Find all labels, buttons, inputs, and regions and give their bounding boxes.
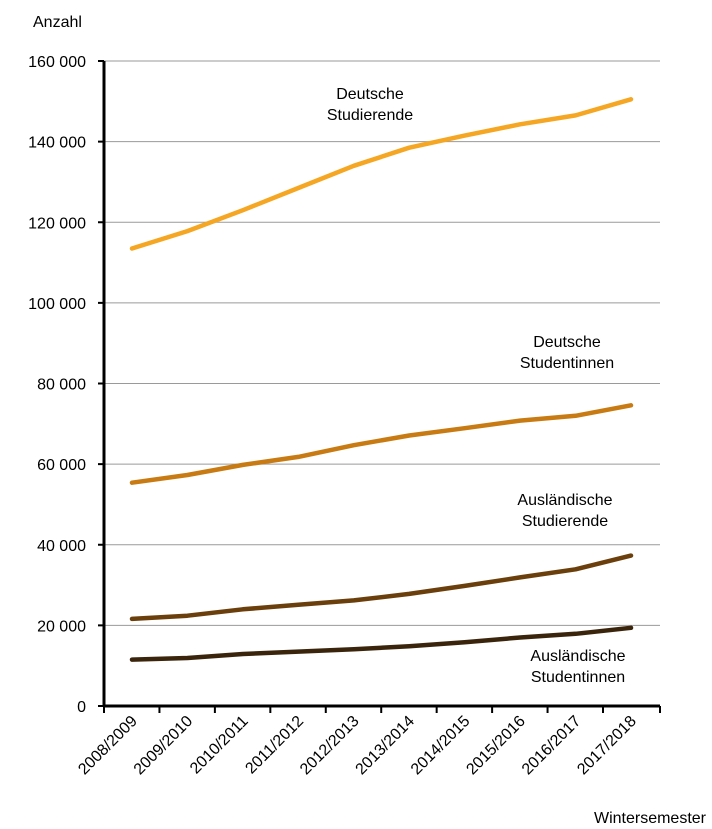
y-tick-label: 100 000: [28, 296, 86, 313]
x-tick-label: 2010/2011: [187, 713, 252, 778]
series-label: Ausländische Studentinnen: [530, 648, 625, 686]
x-tick-label: 2015/2016: [463, 713, 529, 779]
x-tick-label: 2016/2017: [519, 713, 585, 779]
series-label: Ausländische Studierende: [517, 492, 612, 530]
series-line: [129, 625, 634, 662]
series-line: [129, 553, 634, 622]
gridlines: [104, 60, 660, 626]
series-label: Deutsche Studierende: [327, 86, 413, 124]
y-axis-title: Anzahl: [33, 14, 82, 31]
y-tick-label: 80 000: [37, 377, 86, 394]
y-tick-label: 140 000: [28, 135, 86, 152]
x-tick-label: 2017/2018: [574, 713, 640, 779]
series-line: [129, 97, 634, 251]
y-tick-labels: 0 20 000 40 000 60 000 80 000 100 000 120 000 1…: [28, 54, 104, 716]
x-tick-labels: 2008/20092009/20102010/20112011/20122012…: [75, 706, 661, 779]
x-axis-title: Wintersemester: [594, 810, 707, 827]
series-line: [129, 403, 634, 485]
y-tick-label: 60 000: [37, 457, 86, 474]
y-tick-label: 0: [77, 699, 86, 716]
series-labels: Deutsche Studierende Deutsche Studentinnen A…: [327, 86, 626, 686]
y-tick-label: 40 000: [37, 538, 86, 555]
x-tick-label: 2009/2010: [131, 713, 197, 779]
series-lines: [129, 97, 634, 662]
y-tick-label: 120 000: [28, 215, 86, 232]
x-tick-label: 2012/2013: [297, 713, 363, 779]
y-tick-label: 20 000: [37, 618, 86, 635]
x-tick-label: 2013/2014: [353, 713, 419, 779]
y-tick-label: 160 000: [28, 54, 86, 71]
series-label: Deutsche Studentinnen: [520, 334, 614, 372]
x-tick-label: 2008/2009: [75, 713, 141, 779]
x-tick-label: 2014/2015: [408, 713, 474, 779]
